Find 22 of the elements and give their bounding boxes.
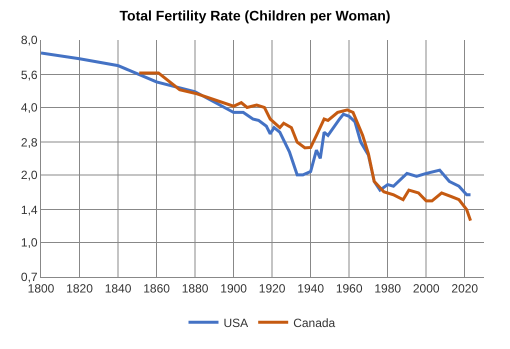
x-tick-label: 1920 [258, 281, 286, 296]
y-tick-label: 1,4 [20, 202, 38, 217]
legend-label: Canada [293, 316, 336, 330]
y-tick-label: 8,0 [20, 33, 38, 48]
x-tick-label: 1940 [297, 281, 324, 296]
y-tick-label: 4,0 [20, 100, 38, 115]
y-tick-label: 5,6 [20, 68, 38, 82]
x-tick-label: 1820 [66, 281, 94, 296]
x-tick-label: 2000 [412, 281, 440, 296]
x-tick-label: 1960 [336, 281, 363, 296]
y-tick-label: 2,8 [20, 135, 38, 150]
x-tick-label: 1880 [182, 281, 209, 296]
x-tick-label: 2020 [451, 281, 478, 296]
line-series [138, 71, 472, 222]
x-tick-label: 1900 [220, 281, 248, 296]
legend-label: USA [224, 316, 248, 330]
x-tick-label: 1980 [374, 281, 402, 296]
x-tick-label: 1860 [143, 281, 170, 296]
x-tick-label: 1840 [104, 281, 132, 296]
y-tick-label: 2,0 [20, 168, 38, 182]
chart-title: Total Fertility Rate (Children per Woman) [120, 7, 390, 24]
y-tick-label: 1,0 [20, 236, 38, 250]
